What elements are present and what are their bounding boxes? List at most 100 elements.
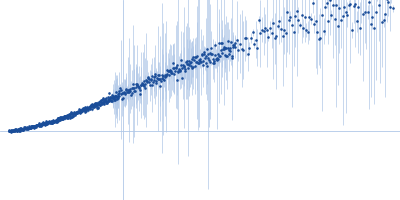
Point bbox=[22, 127, 28, 130]
Point bbox=[12, 128, 18, 131]
Point bbox=[183, 61, 189, 64]
Point bbox=[133, 86, 139, 89]
Point bbox=[62, 115, 68, 118]
Point bbox=[74, 111, 81, 114]
Point bbox=[216, 54, 223, 57]
Point bbox=[56, 117, 63, 120]
Point bbox=[110, 95, 117, 98]
Point bbox=[213, 57, 219, 60]
Point bbox=[42, 122, 48, 125]
Point bbox=[78, 109, 85, 112]
Point bbox=[320, 30, 327, 33]
Point bbox=[17, 129, 23, 132]
Point bbox=[99, 101, 105, 105]
Point bbox=[228, 40, 234, 43]
Point bbox=[85, 107, 91, 110]
Point bbox=[56, 116, 62, 119]
Point bbox=[91, 104, 98, 107]
Point bbox=[126, 88, 132, 92]
Point bbox=[205, 56, 212, 59]
Point bbox=[292, 14, 298, 17]
Point bbox=[46, 120, 53, 123]
Point bbox=[9, 130, 15, 133]
Point bbox=[171, 67, 178, 70]
Point bbox=[16, 129, 22, 132]
Point bbox=[108, 99, 114, 102]
Point bbox=[61, 116, 67, 119]
Point bbox=[100, 100, 106, 103]
Point bbox=[242, 37, 248, 40]
Point bbox=[190, 56, 196, 59]
Point bbox=[138, 84, 144, 87]
Point bbox=[28, 124, 34, 128]
Point bbox=[88, 104, 95, 107]
Point bbox=[302, 15, 308, 18]
Point bbox=[44, 122, 50, 125]
Point bbox=[92, 105, 98, 108]
Point bbox=[208, 52, 214, 55]
Point bbox=[110, 94, 116, 98]
Point bbox=[196, 61, 202, 64]
Point bbox=[12, 129, 19, 132]
Point bbox=[220, 47, 226, 51]
Point bbox=[349, 28, 355, 31]
Point bbox=[40, 123, 46, 126]
Point bbox=[69, 111, 76, 114]
Point bbox=[130, 82, 136, 85]
Point bbox=[27, 126, 34, 129]
Point bbox=[13, 127, 19, 130]
Point bbox=[176, 67, 182, 70]
Point bbox=[35, 124, 42, 127]
Point bbox=[6, 128, 12, 132]
Point bbox=[184, 63, 190, 66]
Point bbox=[314, 30, 320, 34]
Point bbox=[124, 91, 130, 94]
Point bbox=[60, 117, 66, 120]
Point bbox=[68, 112, 74, 115]
Point bbox=[95, 105, 101, 109]
Point bbox=[98, 100, 104, 103]
Point bbox=[32, 125, 38, 128]
Point bbox=[84, 109, 91, 112]
Point bbox=[61, 117, 67, 120]
Point bbox=[26, 125, 32, 128]
Point bbox=[243, 36, 250, 40]
Point bbox=[105, 100, 112, 103]
Point bbox=[111, 98, 118, 101]
Point bbox=[78, 110, 84, 114]
Point bbox=[346, 3, 352, 6]
Point bbox=[212, 43, 218, 47]
Point bbox=[32, 125, 39, 128]
Point bbox=[159, 76, 166, 80]
Point bbox=[202, 62, 209, 65]
Point bbox=[24, 127, 31, 130]
Point bbox=[40, 122, 46, 126]
Point bbox=[90, 105, 96, 108]
Point bbox=[257, 32, 264, 35]
Point bbox=[16, 129, 23, 133]
Point bbox=[157, 84, 163, 87]
Point bbox=[101, 103, 108, 106]
Point bbox=[117, 88, 124, 91]
Point bbox=[268, 31, 275, 34]
Point bbox=[9, 129, 16, 132]
Point bbox=[352, 2, 358, 6]
Point bbox=[10, 129, 16, 132]
Point bbox=[129, 91, 135, 95]
Point bbox=[45, 121, 51, 124]
Point bbox=[278, 28, 284, 31]
Point bbox=[128, 93, 134, 97]
Point bbox=[354, 20, 360, 23]
Point bbox=[7, 130, 13, 133]
Point bbox=[57, 119, 64, 122]
Point bbox=[106, 99, 112, 102]
Point bbox=[74, 112, 80, 115]
Point bbox=[127, 90, 134, 93]
Point bbox=[102, 99, 108, 102]
Point bbox=[298, 13, 305, 16]
Point bbox=[104, 101, 110, 104]
Point bbox=[62, 117, 68, 120]
Point bbox=[120, 91, 126, 94]
Point bbox=[174, 78, 180, 81]
Point bbox=[71, 111, 78, 114]
